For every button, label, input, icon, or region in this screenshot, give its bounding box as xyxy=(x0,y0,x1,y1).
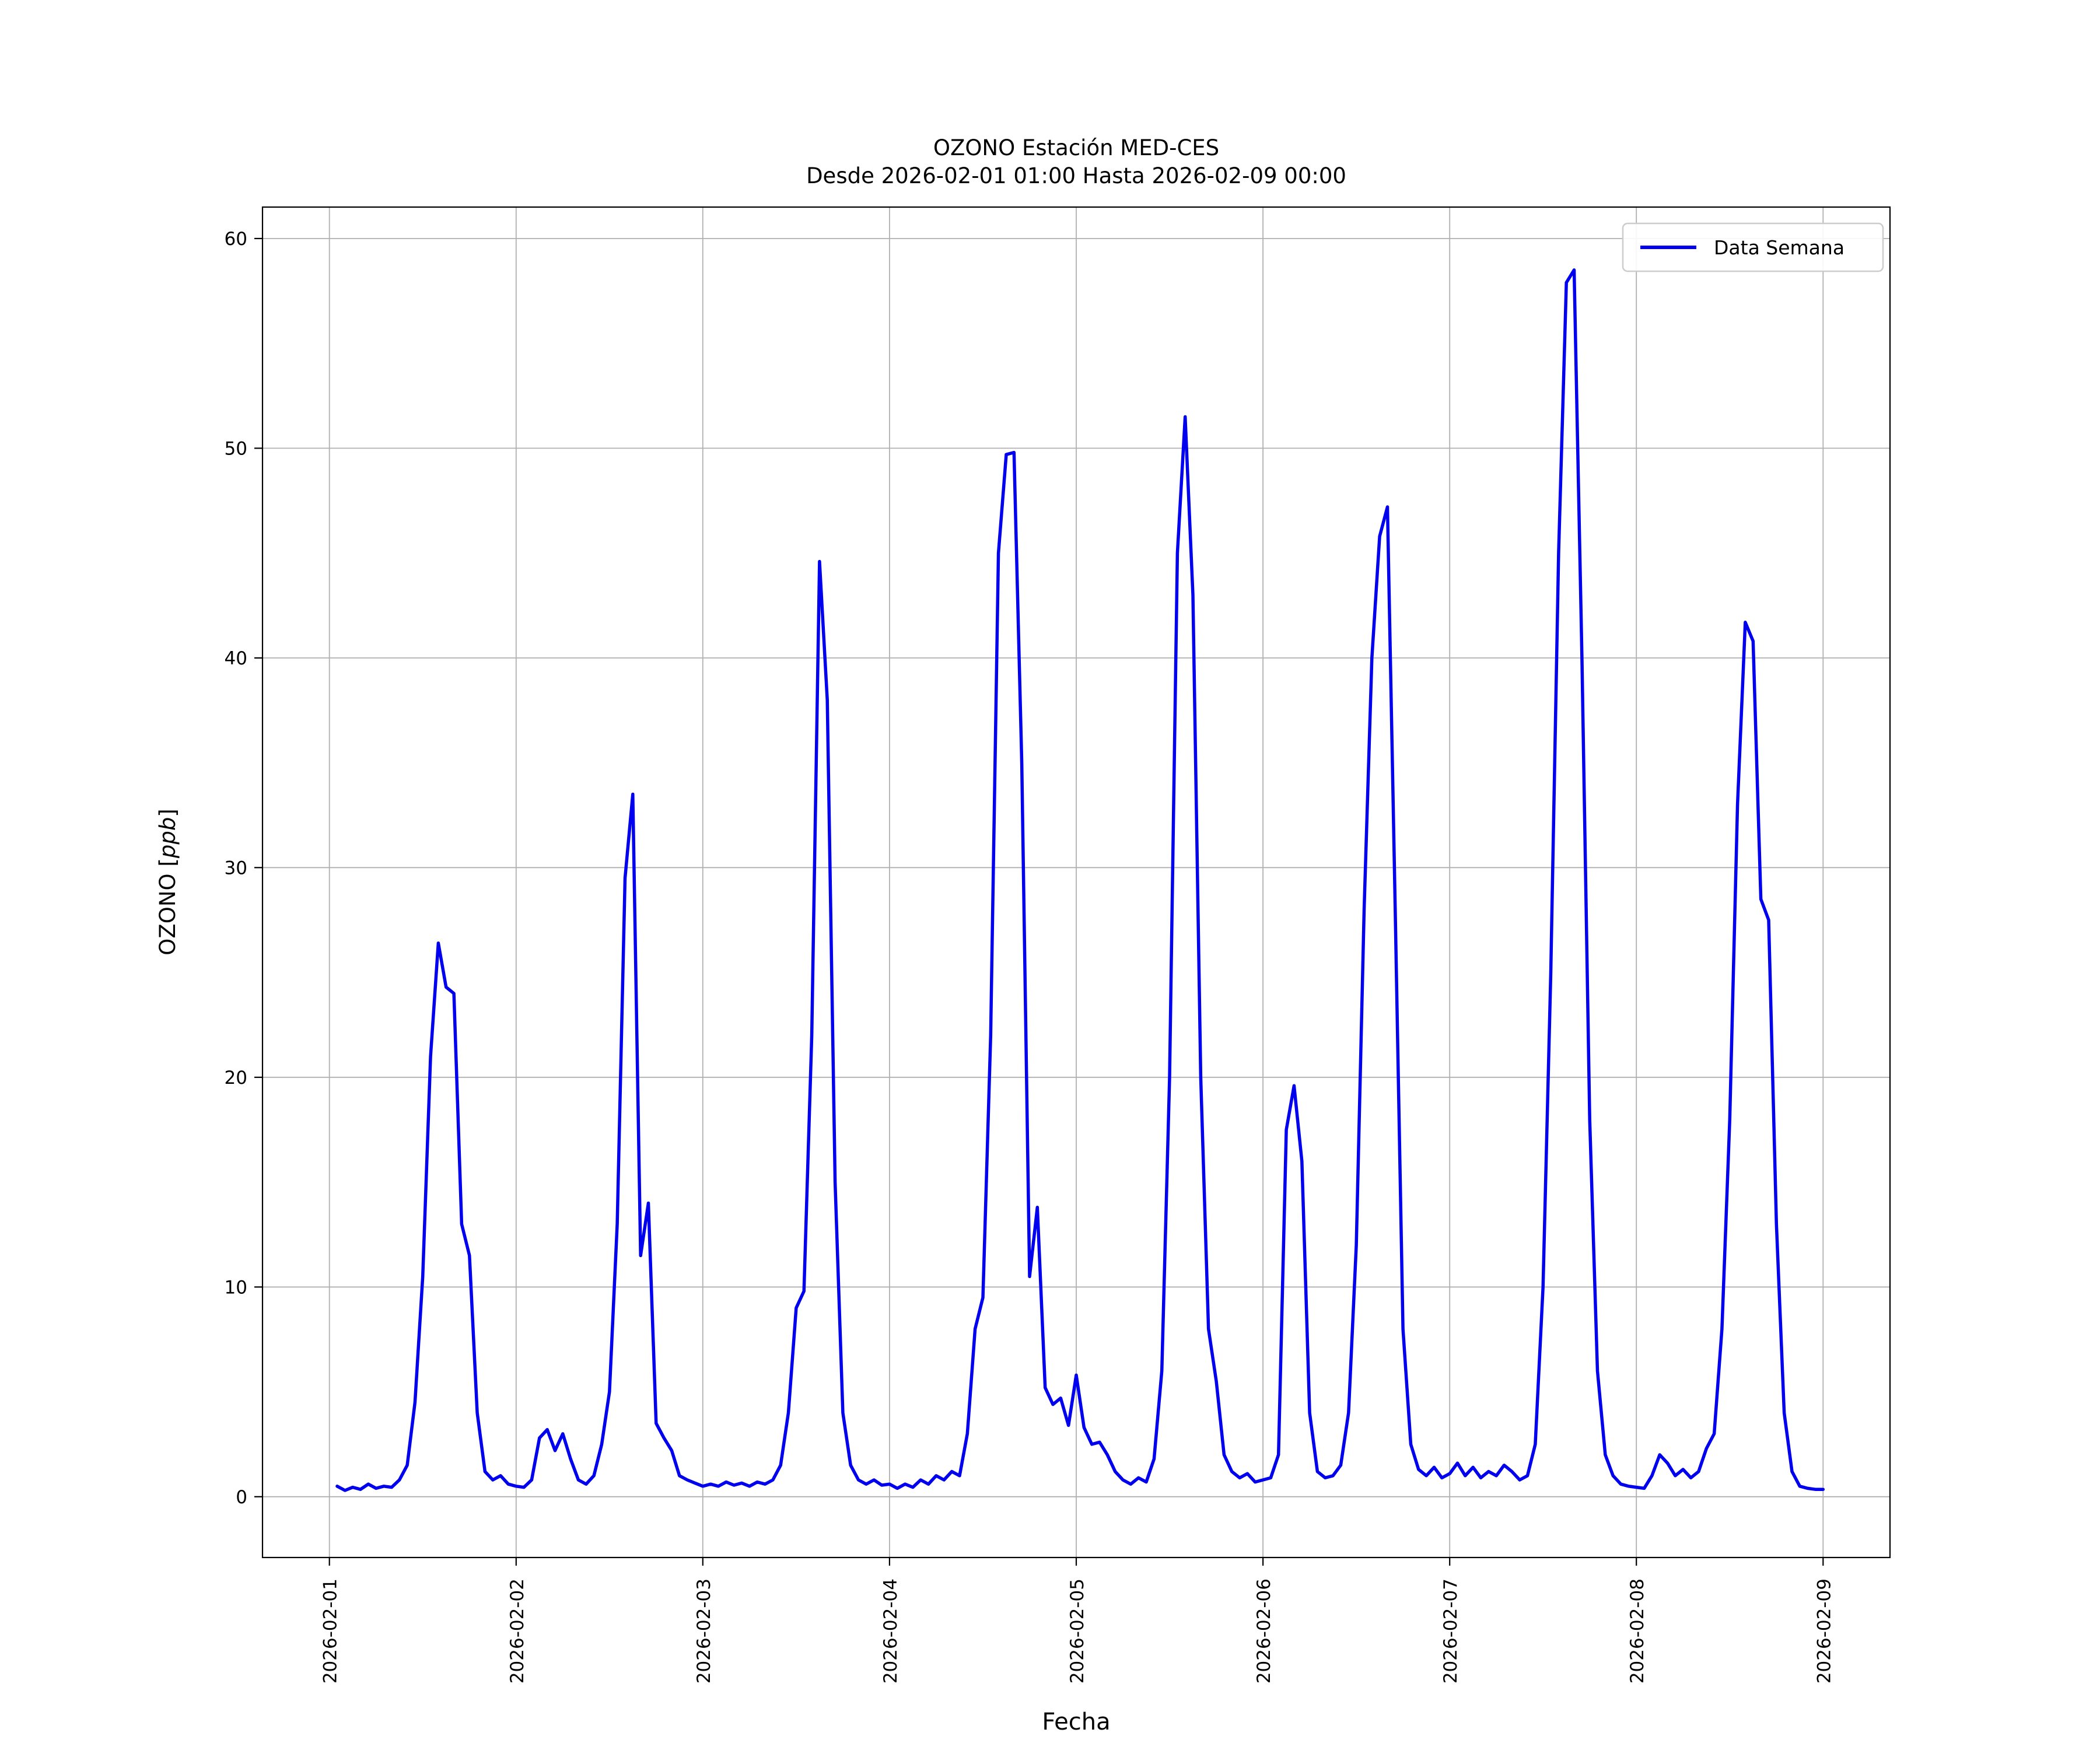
x-axis-label: Fecha xyxy=(1042,1709,1110,1735)
y-axis-label-prefix: OZONO [ xyxy=(155,858,180,956)
y-tick-label: 30 xyxy=(225,858,247,878)
x-tick-label: 2026-02-01 xyxy=(320,1578,341,1684)
x-tick-label: 2026-02-08 xyxy=(1627,1578,1648,1684)
y-tick-label: 60 xyxy=(225,229,247,250)
x-tick-label: 2026-02-02 xyxy=(507,1578,528,1684)
chart-subtitle: Desde 2026-02-01 01:00 Hasta 2026-02-09 … xyxy=(806,163,1346,188)
legend-label: Data Semana xyxy=(1714,236,1845,259)
x-tick-label: 2026-02-09 xyxy=(1814,1578,1835,1684)
legend-box xyxy=(1622,222,1884,272)
y-axis-label-suffix: ] xyxy=(155,808,180,817)
data-line xyxy=(335,268,1825,1492)
y-tick-label: 40 xyxy=(225,648,247,669)
y-axis-label-unit: ppb xyxy=(155,817,180,859)
y-tick-label: 0 xyxy=(236,1487,247,1508)
y-axis-label: OZONO [ppb] xyxy=(155,808,180,956)
x-tick-label: 2026-02-07 xyxy=(1440,1578,1461,1684)
legend: Data Semana xyxy=(1622,222,1884,272)
y-tick-label: 20 xyxy=(225,1068,247,1088)
chart-title: OZONO Estación MED-CES xyxy=(933,135,1219,160)
y-tick-label: 50 xyxy=(225,438,247,459)
y-tick-label: 10 xyxy=(225,1277,247,1298)
plot-layers: 2026-02-01 2026-02-02 2026-02-03 2026-02-04… xyxy=(225,206,1891,1684)
x-tick-label: 2026-02-05 xyxy=(1067,1578,1088,1684)
x-tick-label: 2026-02-06 xyxy=(1254,1578,1275,1684)
x-tick-label: 2026-02-03 xyxy=(694,1578,715,1684)
x-tick-label: 2026-02-04 xyxy=(880,1578,901,1684)
